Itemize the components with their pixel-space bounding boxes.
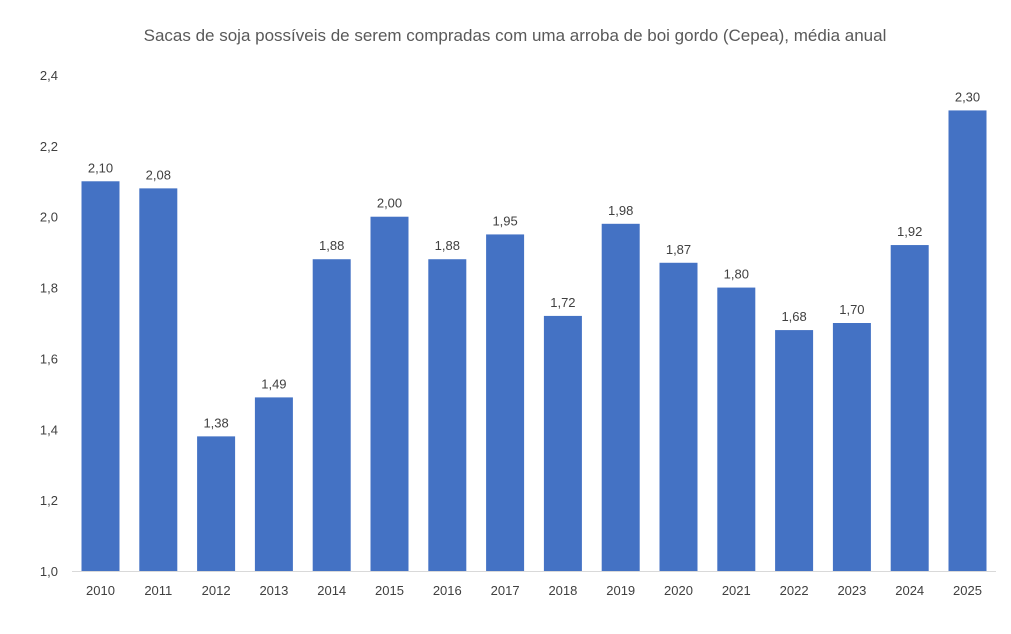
y-tick-label: 1,0 bbox=[40, 564, 58, 579]
bar-2011 bbox=[139, 188, 178, 571]
y-tick-label: 2,4 bbox=[40, 68, 58, 83]
bar-2021 bbox=[717, 287, 756, 571]
data-label: 1,72 bbox=[550, 295, 575, 310]
bar-2015 bbox=[370, 216, 409, 571]
bar-2022 bbox=[775, 330, 814, 571]
bar-2019 bbox=[601, 223, 640, 572]
data-label: 1,98 bbox=[608, 203, 633, 218]
data-label: 1,38 bbox=[203, 415, 228, 430]
bar-2017 bbox=[486, 234, 525, 571]
bar-2024 bbox=[890, 245, 929, 572]
bar-2013 bbox=[254, 397, 293, 571]
y-tick-label: 1,2 bbox=[40, 493, 58, 508]
bars: 2,10 2,08 1,38 1,49 1,88 2,00 1,88 1,95 1,72 1,98… bbox=[81, 89, 987, 572]
x-tick-label: 2022 bbox=[780, 583, 809, 598]
data-label: 1,70 bbox=[839, 302, 864, 317]
data-label: 2,10 bbox=[88, 160, 113, 175]
x-tick-label: 2019 bbox=[606, 583, 635, 598]
y-axis: 1,0 1,2 1,4 1,6 1,8 2,0 2,2 2,4 bbox=[40, 68, 58, 579]
x-tick-label: 2025 bbox=[953, 583, 982, 598]
data-label: 2,08 bbox=[146, 167, 171, 182]
bar-2025 bbox=[948, 110, 987, 571]
x-tick-label: 2017 bbox=[491, 583, 520, 598]
bar-2020 bbox=[659, 262, 698, 571]
y-tick-label: 2,0 bbox=[40, 210, 58, 225]
data-label: 1,92 bbox=[897, 224, 922, 239]
bar-2018 bbox=[543, 315, 582, 571]
y-tick-label: 2,2 bbox=[40, 139, 58, 154]
x-tick-label: 2020 bbox=[664, 583, 693, 598]
bar-2016 bbox=[428, 259, 467, 571]
y-tick-label: 1,6 bbox=[40, 351, 58, 366]
x-tick-label: 2016 bbox=[433, 583, 462, 598]
x-axis: 2010 2011 2012 2013 2014 2015 2016 2017 2018 2019… bbox=[86, 583, 982, 598]
x-tick-label: 2023 bbox=[837, 583, 866, 598]
data-label: 1,88 bbox=[319, 238, 344, 253]
x-tick-label: 2021 bbox=[722, 583, 751, 598]
bar-2023 bbox=[832, 323, 871, 571]
chart-title: Sacas de soja possíveis de serem comprad… bbox=[144, 26, 887, 45]
data-label: 1,87 bbox=[666, 242, 691, 257]
bar-2012 bbox=[197, 436, 236, 571]
bar-2010 bbox=[81, 181, 120, 572]
x-tick-label: 2024 bbox=[895, 583, 924, 598]
x-tick-label: 2018 bbox=[548, 583, 577, 598]
data-label: 1,95 bbox=[492, 213, 517, 228]
x-tick-label: 2011 bbox=[144, 583, 172, 598]
data-label: 2,00 bbox=[377, 196, 402, 211]
x-tick-label: 2012 bbox=[202, 583, 231, 598]
y-tick-label: 1,8 bbox=[40, 281, 58, 296]
data-label: 1,88 bbox=[435, 238, 460, 253]
x-tick-label: 2014 bbox=[317, 583, 346, 598]
y-tick-label: 1,4 bbox=[40, 422, 58, 437]
x-tick-label: 2010 bbox=[86, 583, 115, 598]
data-label: 2,30 bbox=[955, 89, 980, 104]
data-label: 1,68 bbox=[781, 309, 806, 324]
x-tick-label: 2013 bbox=[259, 583, 288, 598]
bar-2014 bbox=[312, 259, 351, 571]
data-label: 1,49 bbox=[261, 376, 286, 391]
x-tick-label: 2015 bbox=[375, 583, 404, 598]
data-label: 1,80 bbox=[724, 267, 749, 282]
